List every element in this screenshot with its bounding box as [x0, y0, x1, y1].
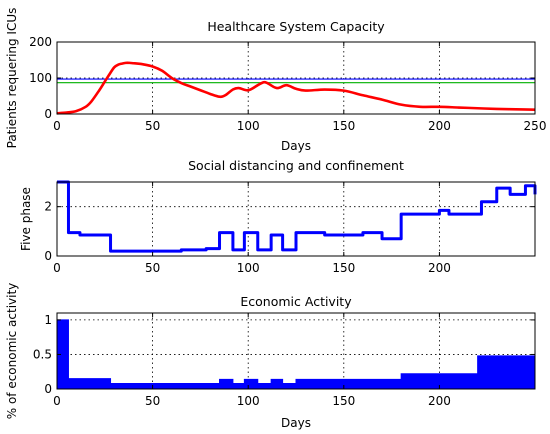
x-tick-label: 0 [53, 261, 61, 275]
y-tick-label: 0 [44, 107, 52, 121]
x-tick-label: 0 [53, 394, 61, 408]
plot-border [56, 312, 536, 390]
x-axis-label: Days [281, 416, 311, 430]
y-axis-label: Five phase [19, 187, 33, 251]
chart-economic: 0 50 100 150 200 0 0.5 1 Economic Activity Days % … [5, 283, 536, 430]
series-line [56, 61, 536, 115]
y-tick-label: 0 [44, 249, 52, 263]
y-tick-label: 0.5 [33, 347, 52, 361]
chart-capacity: 0 50 100 150 200 250 0 100 200 Healthcare System … [5, 8, 546, 153]
x-tick-label: 200 [428, 119, 451, 133]
x-tick-label: 150 [332, 261, 355, 275]
x-tick-label: 200 [428, 261, 451, 275]
x-tick-label: 100 [237, 119, 260, 133]
x-tick-label: 50 [145, 261, 160, 275]
x-axis-label: Days [281, 139, 311, 153]
x-tick-label: 0 [53, 119, 61, 133]
y-axis-label: Patients requering ICUs [5, 8, 19, 149]
plot-border [56, 181, 536, 257]
chart-title: Social distancing and confinement [188, 158, 404, 173]
x-tick-label: 150 [332, 394, 355, 408]
x-tick-label: 100 [237, 261, 260, 275]
y-axis-label: % of economic activity [5, 283, 19, 420]
y-tick-label: 200 [29, 35, 52, 49]
y-tick-label: 1 [44, 313, 52, 327]
x-tick-label: 50 [145, 394, 160, 408]
x-tick-label: 100 [237, 394, 260, 408]
y-tick-label: 100 [29, 71, 52, 85]
chart-distancing: 0 50 100 150 200 0 2 Social distancing and conf… [19, 158, 537, 275]
x-tick-label: 150 [332, 119, 355, 133]
series-area [56, 319, 536, 390]
series-line [57, 180, 537, 253]
x-tick-label: 250 [524, 119, 547, 133]
y-tick-label: 0 [44, 382, 52, 396]
x-tick-label: 200 [428, 394, 451, 408]
y-tick-label: 2 [44, 200, 52, 214]
x-tick-label: 50 [145, 119, 160, 133]
chart-title: Economic Activity [240, 294, 352, 309]
chart-title: Healthcare System Capacity [207, 19, 385, 34]
